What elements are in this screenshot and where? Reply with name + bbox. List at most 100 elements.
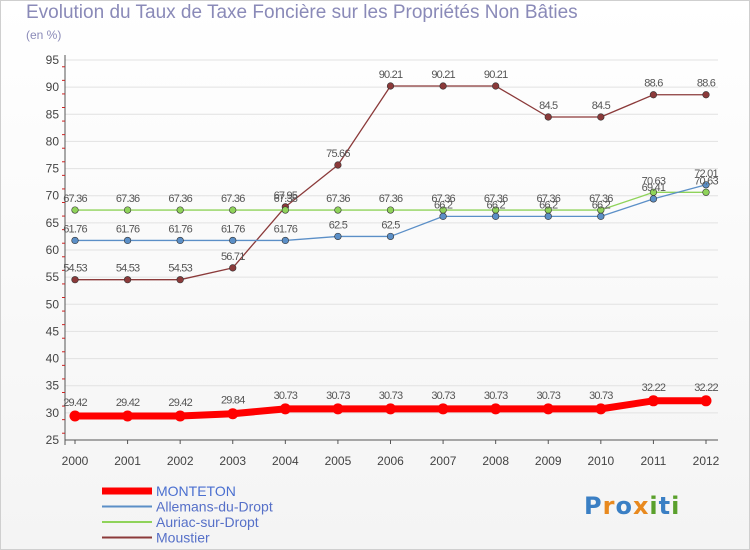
data-label: 84.5 [539,100,558,112]
x-tick-label: 2004 [272,454,299,468]
legend-label-1: Allemans-du-Dropt [156,499,273,515]
legend-label-3: Moustier [156,530,210,546]
data-point [71,236,79,245]
data-label: 29.42 [168,397,192,409]
y-tick-label: 70 [46,189,60,203]
data-label: 90.21 [431,69,455,81]
data-label: 30.73 [431,390,455,402]
y-tick-label: 95 [46,53,60,67]
legend-label-2: Auriac-sur-Dropt [156,514,259,530]
data-point [386,206,395,214]
x-tick-label: 2001 [114,454,141,468]
data-point [595,403,607,415]
legend: MONTETONAllemans-du-DroptAuriac-sur-Drop… [102,483,273,546]
data-label: 67.36 [168,193,192,205]
data-point [544,212,552,220]
y-tick-label: 65 [46,216,60,230]
data-point [174,410,186,422]
data-label: 90.21 [484,69,508,81]
logo-letter: P [584,492,603,520]
data-label: 61.76 [168,223,192,235]
y-tick-label: 25 [46,433,60,447]
data-label: 67.36 [221,193,245,205]
data-point [542,403,554,415]
data-point [700,395,712,407]
y-tick-label: 85 [46,107,60,121]
data-point [71,206,79,214]
x-tick-label: 2007 [430,454,457,468]
data-label: 54.53 [116,263,140,275]
logo-letter: i [649,492,659,520]
data-point [176,206,184,214]
data-label: 61.76 [274,223,298,235]
data-label: 69.41 [642,182,666,194]
data-label: 66.2 [434,199,453,211]
data-point [176,276,184,284]
data-label: 67.36 [326,193,350,205]
data-point [597,212,605,220]
data-point [385,403,396,415]
data-label: 72.01 [694,168,718,180]
data-labels: 29.42 29.42 29.42 29.84 30.73 30.73 30.73 30.73… [63,69,719,409]
data-label: 67.38 [274,193,298,205]
data-label: 84.5 [592,100,611,112]
unit-label: (en %) [26,28,62,42]
data-label: 67.36 [116,193,140,205]
data-label: 66.2 [487,199,506,211]
data-point [229,206,237,214]
logo-letter: i [671,492,681,520]
data-label: 54.53 [63,263,87,275]
data-point [281,236,289,245]
data-point [439,82,447,90]
data-point [647,395,659,407]
data-label: 30.73 [536,390,560,402]
data-point [332,403,344,415]
data-label: 67.36 [379,193,403,205]
data-point [69,410,81,422]
data-point [702,91,710,99]
data-label: 67.36 [536,193,560,205]
y-tick-label: 30 [46,406,60,420]
x-tick-label: 2003 [219,454,246,468]
data-point [439,212,447,220]
data-label: 62.5 [329,219,348,231]
data-point [227,408,239,420]
legend-label-0: MONTETON [156,483,236,499]
series-lines [69,82,712,422]
x-tick-label: 2012 [693,454,720,468]
data-label: 67.36 [484,193,508,205]
data-point [702,188,710,196]
series-line-3 [75,85,706,281]
x-tick-label: 2002 [167,454,194,468]
data-label: 62.5 [381,219,400,231]
data-label: 66.2 [539,199,558,211]
data-label: 70.63 [694,175,718,187]
data-point [176,236,184,245]
y-tick-label: 90 [46,80,60,94]
data-label: 30.73 [379,390,403,402]
data-label: 67.36 [431,193,455,205]
data-label: 61.76 [63,223,87,235]
data-label: 75.66 [326,148,350,160]
x-tick-label: 2010 [587,454,614,468]
data-point [229,264,237,272]
logo-letter: o [615,492,633,520]
data-label: 30.73 [274,390,298,402]
data-label: 66.2 [592,199,611,211]
data-label: 67.36 [589,193,613,205]
data-label: 88.6 [697,78,716,90]
data-point [437,403,449,415]
data-label: 61.76 [116,223,140,235]
data-point [123,276,132,284]
data-point [122,410,134,422]
data-point [71,276,79,284]
data-point [702,181,710,189]
data-label: 56.71 [221,251,245,263]
data-label: 29.42 [63,397,87,409]
data-point [490,403,502,415]
data-label: 30.73 [589,390,613,402]
data-label: 30.73 [326,390,350,402]
data-point [279,403,291,415]
data-point [229,236,237,245]
